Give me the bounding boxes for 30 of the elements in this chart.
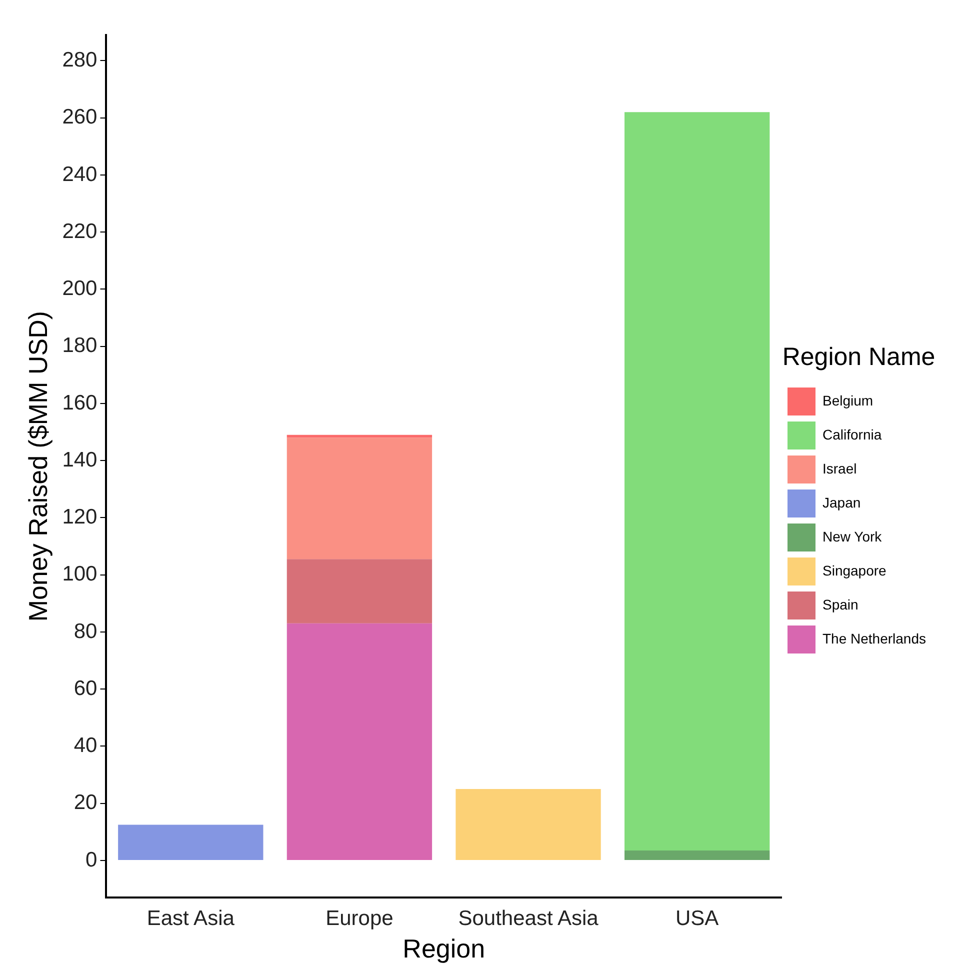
y-tick-label: 100	[62, 562, 98, 586]
y-tick-label: 20	[74, 791, 98, 814]
y-tick-label: 180	[62, 334, 98, 358]
x-tick-label: Europe	[326, 906, 394, 930]
y-axis-title: Money Raised ($MM USD)	[22, 310, 53, 622]
x-tick-label: East Asia	[146, 906, 235, 930]
y-tick-label: 280	[62, 48, 98, 72]
y-tick-label: 80	[74, 620, 98, 643]
x-tick-label: USA	[675, 906, 719, 930]
y-tick-label: 140	[62, 448, 98, 472]
legend-label: Japan	[822, 494, 861, 510]
y-tick-label: 260	[62, 106, 98, 129]
legend-label: Singapore	[822, 562, 887, 578]
legend-label: New York	[822, 528, 883, 544]
y-tick-label: 120	[62, 506, 98, 529]
legend-label: Israel	[822, 460, 857, 476]
y-tick-label: 0	[86, 848, 98, 872]
legend-label: Spain	[822, 596, 858, 612]
legend-label: California	[822, 426, 882, 442]
y-tick-label: 200	[62, 277, 98, 300]
x-tick-label: Southeast Asia	[458, 906, 599, 930]
y-tick-label: 220	[62, 220, 98, 243]
y-tick-label: 240	[62, 162, 98, 186]
y-tick-label: 40	[74, 734, 98, 758]
y-tick-label: 160	[62, 391, 98, 414]
legend-label: The Netherlands	[822, 630, 926, 646]
x-axis-title: Region	[402, 934, 486, 964]
legend-label: Belgium	[822, 392, 874, 408]
legend-title: Region Name	[782, 342, 936, 371]
y-tick-label: 60	[74, 676, 98, 700]
